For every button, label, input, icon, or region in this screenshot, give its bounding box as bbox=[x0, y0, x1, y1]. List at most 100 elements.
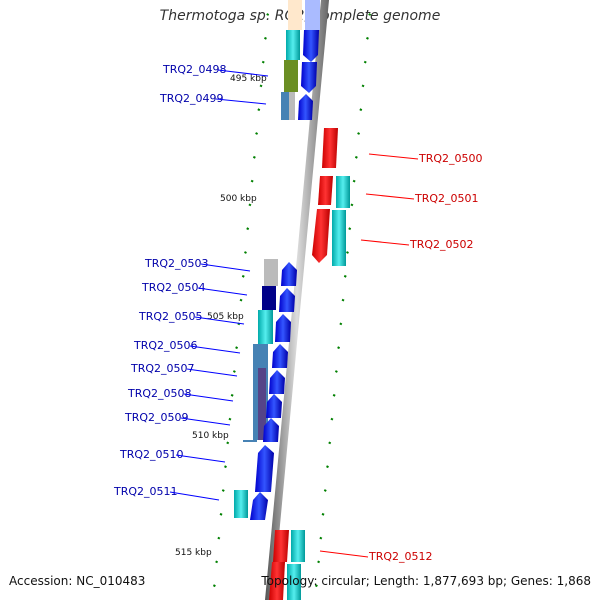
scale-tick bbox=[339, 322, 343, 326]
leader-line bbox=[365, 193, 415, 200]
scale-tick bbox=[359, 108, 363, 112]
gene-label-forward[interactable]: TRQ2_0510 bbox=[119, 448, 184, 461]
gene-arrow bbox=[305, 0, 320, 30]
gene-arrow bbox=[255, 445, 274, 492]
scale-tick bbox=[341, 298, 345, 302]
gene-arrow-reverse bbox=[312, 209, 330, 263]
scale-tick bbox=[248, 203, 252, 207]
gene-arrow bbox=[303, 30, 319, 62]
leader-line bbox=[368, 153, 419, 160]
scale-tick bbox=[317, 560, 321, 564]
gene-label-forward[interactable]: TRQ2_0504 bbox=[141, 281, 206, 294]
feature-block bbox=[262, 286, 276, 310]
gene-arrow-reverse bbox=[269, 562, 285, 600]
scale-ticks-reverse bbox=[314, 13, 372, 588]
scale-tick bbox=[348, 227, 352, 231]
scale-tick bbox=[244, 251, 247, 254]
gene-label-forward[interactable]: TRQ2_0503 bbox=[144, 257, 209, 270]
scale-tick bbox=[326, 465, 329, 469]
gene-arrow bbox=[263, 418, 279, 442]
scale-tick bbox=[366, 36, 369, 40]
scale-tick bbox=[354, 155, 358, 159]
feature-block bbox=[243, 440, 257, 442]
scale-label: 515 kbp bbox=[175, 548, 212, 558]
gene-label-reverse[interactable]: TRQ2_0502 bbox=[409, 238, 474, 251]
scale-label: 505 kbp bbox=[207, 312, 244, 322]
leader-line bbox=[194, 316, 245, 325]
gene-label-forward[interactable]: TRQ2_0507 bbox=[130, 362, 195, 375]
scale-tick bbox=[314, 584, 318, 588]
gene-label-reverse[interactable]: TRQ2_0500 bbox=[418, 152, 483, 165]
gene-arrow bbox=[275, 314, 291, 342]
scale-tick bbox=[363, 60, 367, 64]
scale-tick bbox=[221, 489, 225, 492]
leader-line bbox=[180, 417, 231, 426]
scale-tick bbox=[219, 512, 223, 516]
feature-block bbox=[264, 259, 278, 286]
gene-label-forward[interactable]: TRQ2_0506 bbox=[133, 339, 198, 352]
scale-tick bbox=[224, 465, 227, 469]
gene-label-forward[interactable]: TRQ2_0511 bbox=[113, 485, 178, 498]
gene-arrow-reverse bbox=[318, 176, 333, 205]
gene-arrow-reverse bbox=[273, 530, 289, 562]
leader-line bbox=[217, 69, 269, 77]
scale-tick bbox=[246, 227, 250, 231]
scale-tick bbox=[321, 512, 325, 516]
feature-block bbox=[284, 60, 298, 92]
scale-tick bbox=[368, 13, 372, 16]
leader-line bbox=[186, 368, 238, 377]
leader-line bbox=[360, 239, 410, 246]
feature-block bbox=[286, 30, 300, 60]
feature-block bbox=[234, 490, 248, 518]
feature-block bbox=[332, 210, 346, 266]
leader-line bbox=[189, 345, 241, 354]
gene-arrow bbox=[301, 62, 317, 93]
feature-block bbox=[258, 310, 273, 344]
scale-tick bbox=[352, 179, 356, 183]
gene-arrow bbox=[298, 94, 313, 120]
gene-arrow bbox=[269, 370, 285, 394]
scale-tick bbox=[252, 155, 256, 159]
topology-label: Topology: circular; Length: 1,877,693 bp… bbox=[261, 574, 591, 588]
scale-tick bbox=[346, 251, 349, 254]
genome-backbone bbox=[265, 0, 329, 600]
scale-tick bbox=[361, 84, 365, 88]
scale-tick bbox=[215, 560, 219, 564]
scale-tick bbox=[259, 84, 263, 88]
gene-arrow-reverse bbox=[322, 128, 338, 168]
scale-tick bbox=[230, 393, 234, 397]
gene-label-forward[interactable]: TRQ2_0499 bbox=[159, 92, 224, 105]
scale-tick bbox=[261, 60, 265, 64]
scale-tick bbox=[264, 36, 267, 40]
gene-label-forward[interactable]: TRQ2_0498 bbox=[162, 63, 227, 76]
scale-tick bbox=[217, 536, 221, 540]
scale-tick bbox=[228, 417, 232, 421]
scale-tick bbox=[337, 346, 341, 350]
scale-tick bbox=[239, 298, 243, 302]
gene-label-reverse[interactable]: TRQ2_0512 bbox=[368, 550, 433, 563]
scale-tick bbox=[343, 274, 347, 278]
scale-tick bbox=[266, 13, 270, 16]
feature-block bbox=[291, 530, 305, 562]
scale-tick bbox=[332, 393, 336, 397]
scale-tick bbox=[255, 132, 259, 135]
feature-block bbox=[287, 564, 301, 600]
leader-line bbox=[319, 550, 369, 558]
scale-tick bbox=[232, 370, 236, 373]
scale-label: 500 kbp bbox=[220, 194, 257, 204]
scale-tick bbox=[235, 346, 239, 350]
scale-tick bbox=[334, 370, 338, 373]
scale-tick bbox=[241, 274, 245, 278]
scale-tick bbox=[212, 584, 216, 588]
gene-label-reverse[interactable]: TRQ2_0501 bbox=[414, 192, 479, 205]
gene-label-forward[interactable]: TRQ2_0505 bbox=[138, 310, 203, 323]
leader-line bbox=[175, 454, 226, 463]
gene-arrow bbox=[281, 262, 297, 286]
gene-arrow bbox=[266, 394, 282, 418]
leader-line bbox=[215, 98, 267, 105]
gene-label-forward[interactable]: TRQ2_0509 bbox=[124, 411, 189, 424]
scale-label: 510 kbp bbox=[192, 431, 229, 441]
feature-block bbox=[258, 368, 266, 440]
gene-label-forward[interactable]: TRQ2_0508 bbox=[127, 387, 192, 400]
